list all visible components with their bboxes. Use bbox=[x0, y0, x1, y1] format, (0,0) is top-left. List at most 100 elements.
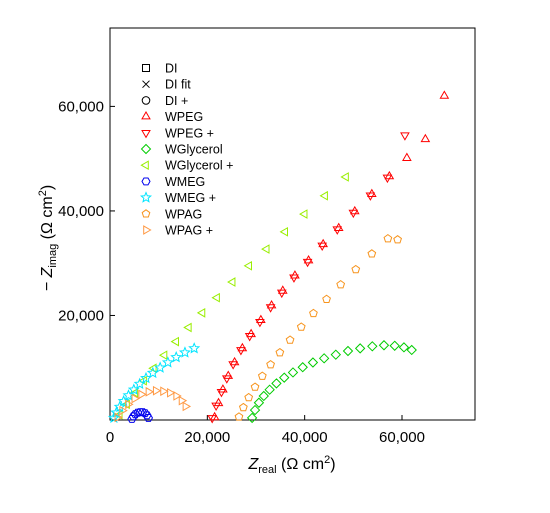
data-point bbox=[160, 386, 169, 397]
legend-item: DI bbox=[142, 62, 178, 76]
data-point bbox=[209, 411, 220, 421]
data-point bbox=[351, 264, 361, 274]
data-point bbox=[143, 413, 154, 422]
series-wpeg bbox=[209, 90, 450, 421]
data-point bbox=[354, 343, 366, 354]
data-point bbox=[287, 367, 299, 378]
legend-label: WPAG + bbox=[165, 224, 213, 238]
legend-item: WMEG bbox=[141, 175, 205, 189]
data-point bbox=[317, 242, 328, 252]
y-tick-label: 40,000 bbox=[58, 203, 104, 220]
data-point bbox=[319, 190, 328, 201]
data-point bbox=[152, 385, 162, 396]
legend-label: DI fit bbox=[165, 78, 191, 92]
data-point bbox=[213, 397, 224, 407]
series-wmeg bbox=[107, 342, 201, 424]
data-point bbox=[299, 209, 308, 219]
data-point bbox=[253, 397, 265, 408]
x-tick-label: 40,000 bbox=[282, 429, 328, 446]
data-point bbox=[249, 404, 261, 416]
data-point bbox=[167, 387, 176, 398]
data-point bbox=[211, 292, 220, 303]
x-tick-label: 20,000 bbox=[184, 429, 230, 446]
data-point bbox=[276, 289, 287, 299]
y-axis-label: − Zimag (Ω cm2) bbox=[37, 185, 59, 291]
data-point bbox=[398, 342, 410, 353]
data-point bbox=[322, 294, 331, 304]
data-point bbox=[340, 172, 349, 182]
data-point bbox=[302, 258, 313, 268]
data-point bbox=[128, 412, 138, 421]
data-point bbox=[389, 340, 400, 351]
data-point bbox=[140, 409, 150, 418]
data-point bbox=[264, 384, 275, 395]
data-point bbox=[318, 353, 330, 364]
data-point bbox=[246, 412, 258, 424]
data-point bbox=[207, 415, 218, 424]
data-point bbox=[400, 132, 410, 141]
y-tick-label: 20,000 bbox=[58, 307, 104, 324]
x-tick-label: 60,000 bbox=[379, 429, 425, 446]
series-wglycerol bbox=[246, 340, 417, 424]
data-point bbox=[383, 234, 393, 243]
data-point bbox=[420, 133, 431, 143]
data-point bbox=[406, 344, 417, 356]
data-point bbox=[265, 304, 276, 313]
data-point bbox=[158, 350, 168, 361]
series-wmeg bbox=[127, 408, 154, 423]
legend-marker bbox=[141, 96, 151, 105]
legend-label: DI bbox=[165, 62, 178, 76]
data-point bbox=[145, 386, 155, 397]
data-point bbox=[296, 322, 306, 331]
data-point bbox=[142, 411, 152, 420]
data-point bbox=[332, 226, 343, 235]
legend-marker bbox=[141, 130, 151, 139]
legend: DI DI fit DI + WPEG WPEG + WGlycerol WGlycerol… bbox=[140, 62, 233, 238]
data-point bbox=[216, 388, 227, 398]
legend-marker bbox=[141, 177, 151, 186]
data-point bbox=[285, 335, 295, 344]
data-point bbox=[227, 277, 236, 287]
legend-label: WGlycerol bbox=[165, 143, 223, 157]
data-point bbox=[161, 356, 174, 368]
data-point bbox=[244, 333, 255, 342]
data-point bbox=[279, 226, 289, 237]
legend-marker bbox=[140, 160, 149, 171]
data-point bbox=[107, 411, 120, 424]
legend-item: WMEG + bbox=[140, 191, 216, 205]
x-tick-label: 0 bbox=[106, 429, 114, 446]
series-markers bbox=[107, 90, 450, 424]
legend-item: DI fit bbox=[142, 78, 191, 92]
legend-item: WGlycerol + bbox=[140, 159, 233, 173]
data-point bbox=[125, 399, 134, 410]
legend-marker bbox=[141, 209, 151, 218]
data-point bbox=[336, 280, 346, 289]
data-point bbox=[236, 347, 246, 356]
series-wpeg bbox=[207, 132, 410, 424]
legend-label: WMEG + bbox=[165, 191, 216, 205]
data-point bbox=[378, 340, 390, 351]
legend-item: WPEG + bbox=[141, 126, 214, 140]
data-point bbox=[348, 209, 359, 219]
data-point bbox=[261, 244, 270, 254]
data-point bbox=[330, 349, 342, 360]
y-tick-label: 60,000 bbox=[58, 98, 104, 115]
data-point bbox=[309, 308, 318, 318]
legend-item: WPEG bbox=[141, 110, 203, 124]
legend-label: WGlycerol + bbox=[165, 159, 233, 173]
legend-item: WPAG bbox=[141, 207, 202, 221]
data-point bbox=[138, 389, 147, 400]
data-point bbox=[131, 393, 140, 404]
data-point bbox=[188, 342, 201, 354]
plot-area-border bbox=[109, 27, 476, 421]
data-point bbox=[439, 90, 450, 99]
data-point bbox=[148, 363, 157, 374]
data-point bbox=[114, 412, 123, 423]
data-point bbox=[234, 412, 244, 421]
legend-marker bbox=[141, 110, 151, 120]
data-point bbox=[129, 387, 139, 398]
data-point bbox=[402, 152, 412, 161]
data-point bbox=[266, 359, 275, 369]
data-point bbox=[146, 366, 159, 379]
series-wglycerol bbox=[114, 172, 349, 420]
